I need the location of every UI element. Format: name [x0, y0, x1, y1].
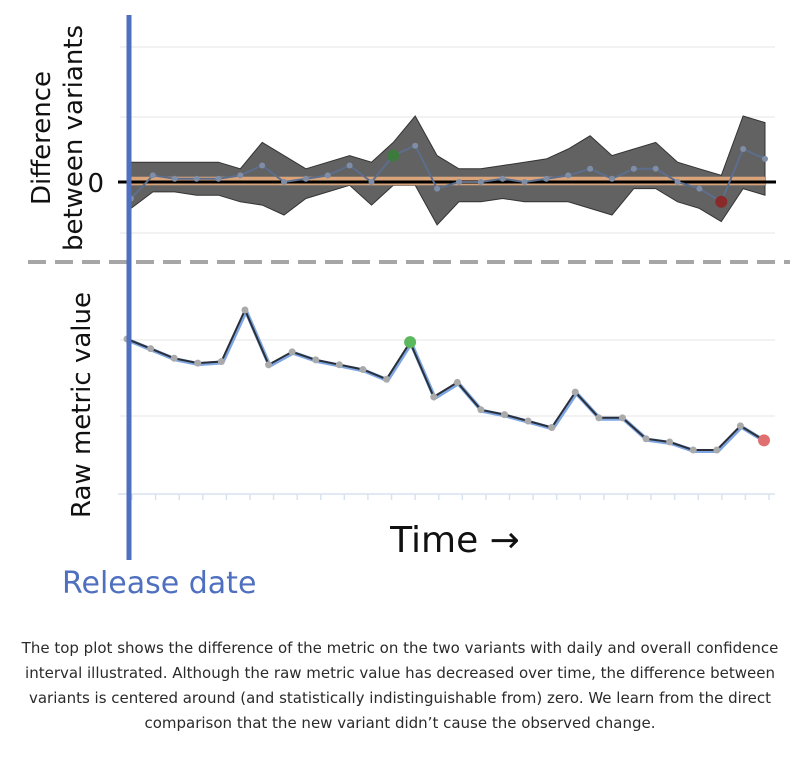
difference-point	[346, 162, 353, 169]
difference-point	[652, 165, 659, 172]
ab-test-figure: 0 Difference between variants Raw metric…	[27, 15, 790, 601]
difference-point	[171, 175, 178, 182]
difference-point	[281, 179, 288, 185]
raw-metric-point	[642, 435, 650, 443]
y-tick-zero: 0	[87, 169, 104, 199]
highlighted-raw-point	[404, 336, 417, 349]
highlighted-difference-point	[387, 149, 400, 162]
release-date-label: Release date	[62, 566, 256, 601]
top-ylabel-line1: Difference	[27, 71, 57, 205]
highlighted-raw-point	[758, 434, 770, 447]
raw-metric-point	[477, 406, 485, 414]
top-panel-confidence-band	[130, 115, 766, 226]
daily-confidence-band	[130, 115, 766, 226]
difference-point	[477, 179, 484, 185]
raw-metric-point	[548, 423, 556, 431]
raw-metric-point	[500, 411, 508, 419]
raw-metric-point	[170, 354, 178, 362]
difference-point	[455, 179, 462, 185]
difference-point	[740, 146, 747, 152]
daily-difference-line	[130, 144, 766, 204]
raw-metric-point	[571, 388, 579, 396]
top-panel-daily-difference-series	[130, 144, 766, 204]
raw-metric-point	[359, 366, 367, 374]
bottom-ylabel: Raw metric value	[67, 292, 97, 518]
raw-metric-point	[618, 414, 626, 422]
difference-point	[587, 165, 594, 172]
figure-caption: The top plot shows the difference of the…	[21, 639, 779, 732]
top-panel-gridlines	[120, 46, 775, 234]
bottom-panel-points	[123, 306, 770, 454]
bottom-x-axis-ticks	[131, 494, 770, 500]
difference-point	[215, 175, 222, 182]
raw-metric-line	[126, 307, 765, 451]
difference-point	[412, 142, 419, 149]
difference-point	[193, 175, 200, 182]
raw-metric-point	[194, 359, 202, 367]
raw-metric-point	[265, 361, 273, 369]
difference-point	[434, 185, 441, 192]
difference-point	[149, 172, 156, 179]
difference-point	[237, 172, 244, 179]
top-panel-daily-points	[128, 142, 768, 208]
difference-point	[324, 172, 331, 179]
bottom-panel-gridlines	[118, 339, 775, 495]
raw-metric-point	[430, 393, 438, 401]
raw-metric-point	[689, 446, 697, 454]
top-ylabel-line2: between variants	[59, 25, 89, 251]
difference-point	[674, 179, 681, 185]
difference-point	[762, 155, 768, 162]
raw-metric-point	[241, 306, 249, 314]
difference-point	[608, 175, 615, 182]
raw-metric-point	[288, 348, 296, 356]
raw-metric-point	[524, 417, 532, 425]
raw-metric-point	[312, 356, 320, 364]
raw-metric-point	[595, 414, 603, 422]
difference-point	[499, 175, 506, 182]
difference-point	[302, 175, 309, 182]
highlighted-difference-point	[715, 195, 728, 208]
difference-point	[368, 179, 375, 185]
difference-point	[259, 162, 266, 169]
difference-point	[543, 175, 550, 182]
raw-metric-shadow-line	[127, 306, 767, 453]
x-axis-label: Time →	[389, 520, 520, 561]
raw-metric-point	[666, 438, 674, 446]
raw-metric-point	[147, 345, 155, 353]
raw-metric-point	[453, 378, 461, 386]
raw-metric-point	[713, 446, 721, 454]
difference-point	[521, 179, 528, 185]
difference-point	[630, 165, 637, 172]
difference-point	[696, 185, 703, 192]
raw-metric-point	[335, 361, 343, 369]
raw-metric-point	[217, 357, 225, 365]
raw-metric-point	[736, 422, 744, 430]
bottom-panel-raw-metric-series	[126, 306, 767, 453]
difference-point	[565, 172, 572, 179]
raw-metric-point	[383, 375, 391, 383]
